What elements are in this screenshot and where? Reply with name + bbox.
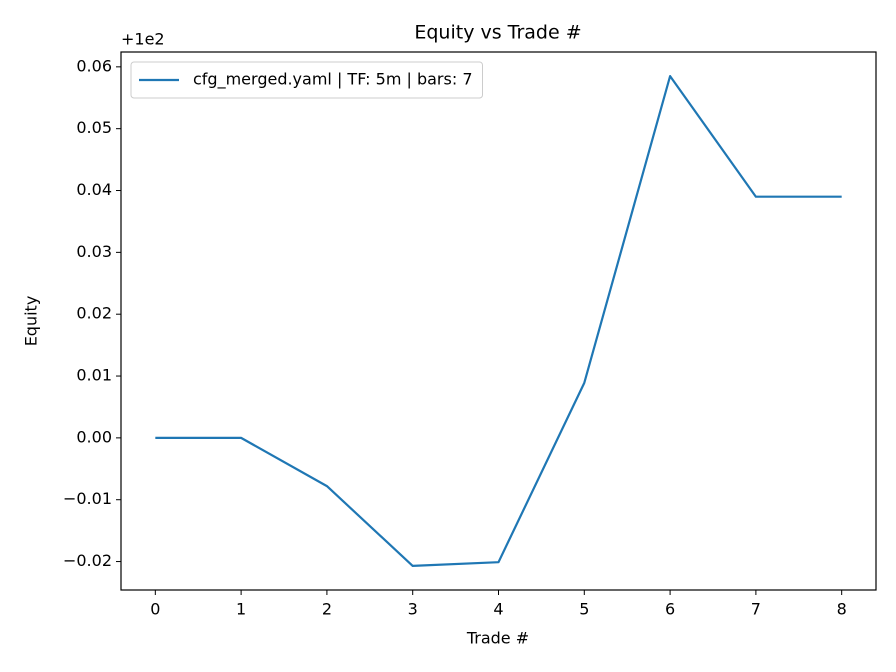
plot-frame xyxy=(120,51,877,591)
y-axis-label: Equity xyxy=(22,296,41,347)
line-series xyxy=(155,75,842,567)
x-tick-label: 2 xyxy=(322,600,332,619)
chart-title: Equity vs Trade # xyxy=(414,22,581,44)
x-tick-label: 0 xyxy=(150,600,160,619)
y-tick-label: 0.02 xyxy=(76,304,112,323)
y-tick-label: 0.03 xyxy=(76,242,112,261)
x-tick-label: 5 xyxy=(579,600,589,619)
x-tick-label: 1 xyxy=(236,600,246,619)
y-tick-label: 0.04 xyxy=(76,180,112,199)
y-tick-label: 0.06 xyxy=(76,56,112,75)
y-offset-label: +1e2 xyxy=(121,30,165,49)
x-tick-label: 8 xyxy=(837,600,847,619)
x-tick-label: 7 xyxy=(751,600,761,619)
legend-box xyxy=(130,61,483,99)
x-axis-label: Trade # xyxy=(466,629,529,648)
x-tick-label: 3 xyxy=(408,600,418,619)
y-tick-label: −0.01 xyxy=(63,489,112,508)
legend-label: cfg_merged.yaml | TF: 5m | bars: 7 xyxy=(193,70,473,90)
y-tick-label: 0.00 xyxy=(76,427,112,446)
y-tick-label: 0.01 xyxy=(76,366,112,385)
y-tick-label: −0.02 xyxy=(63,551,112,570)
x-tick-label: 6 xyxy=(665,600,675,619)
legend: cfg_merged.yaml | TF: 5m | bars: 7 xyxy=(130,61,483,99)
y-tick-label: 0.05 xyxy=(76,118,112,137)
x-tick-label: 4 xyxy=(493,600,503,619)
